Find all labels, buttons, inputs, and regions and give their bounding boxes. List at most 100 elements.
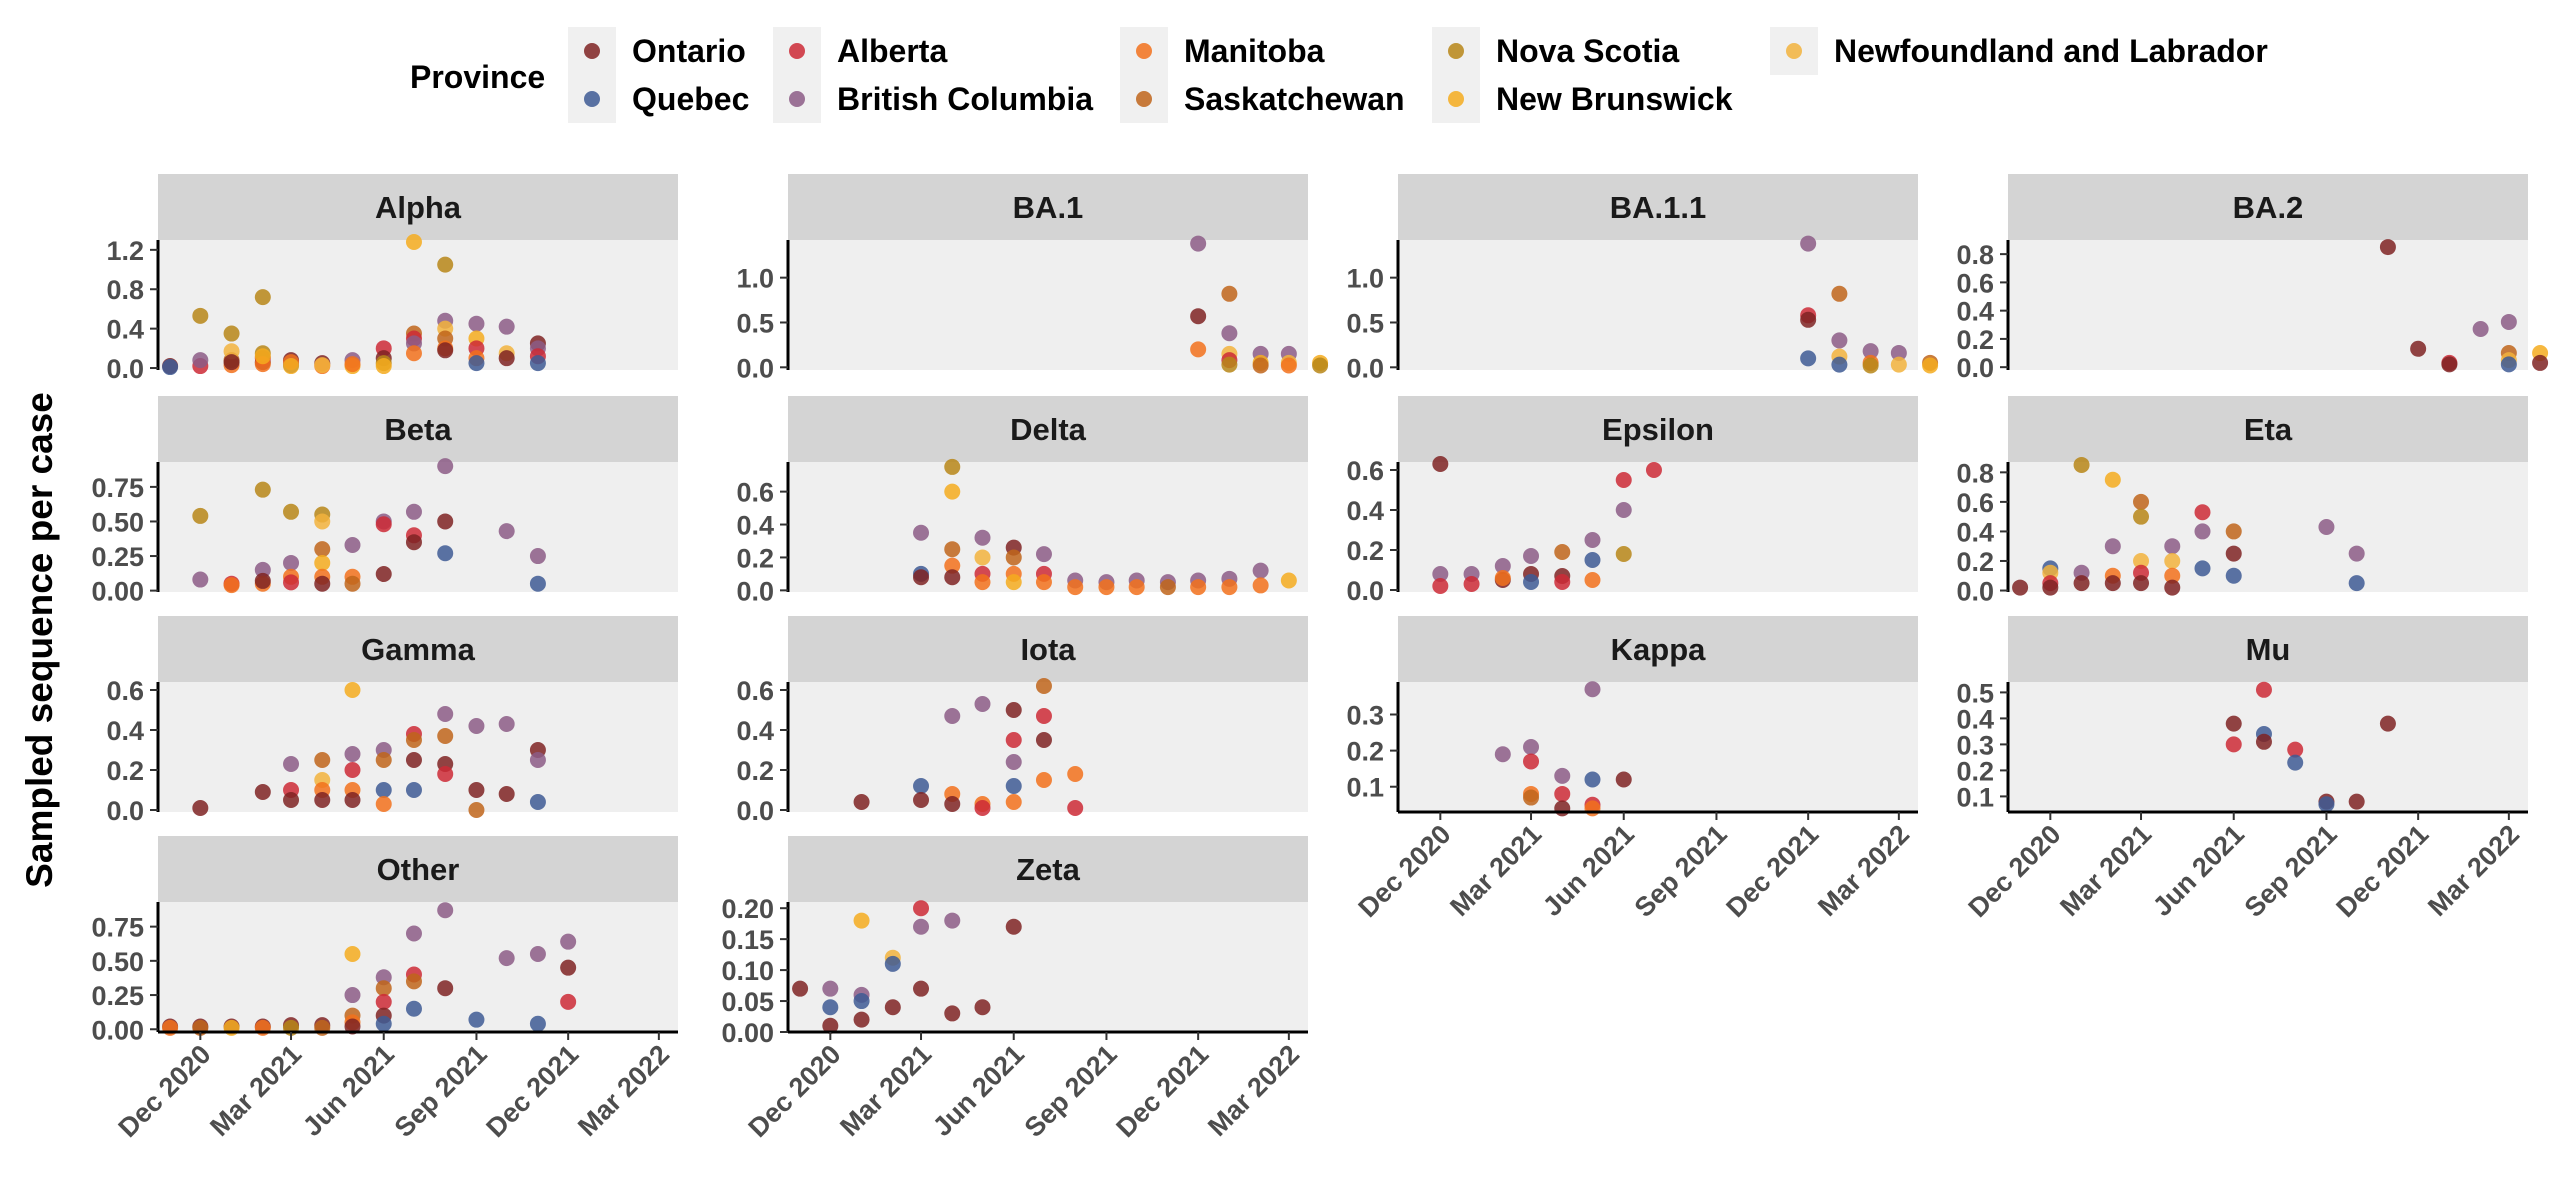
data-point <box>344 575 361 592</box>
data-point <box>1159 579 1176 596</box>
facet-strip <box>788 396 1308 462</box>
data-point <box>405 752 422 768</box>
facet-strip <box>158 174 678 240</box>
legend-item: New Brunswick <box>1432 75 1733 123</box>
data-point <box>529 355 546 372</box>
data-point <box>344 987 361 1004</box>
data-point <box>162 359 179 376</box>
legend-item: Newfoundland and Labrador <box>1770 27 2268 75</box>
facet-panel: Gamma 0.0 0.2 0.4 0.6 <box>106 616 678 826</box>
facet-strip <box>2008 396 2528 462</box>
data-point <box>853 993 870 1010</box>
data-point <box>1494 558 1511 574</box>
facet-title: Gamma <box>361 632 475 667</box>
data-point <box>529 575 546 592</box>
data-point <box>192 800 209 816</box>
legend-item: Alberta <box>773 27 947 75</box>
data-point <box>314 575 331 592</box>
data-point <box>2073 456 2090 473</box>
data-point <box>375 980 392 997</box>
panel-background <box>2008 240 2528 370</box>
facet-title: Iota <box>1020 632 1076 667</box>
legend-title: Province <box>410 59 545 95</box>
data-point <box>1035 708 1052 724</box>
facet-strip <box>158 396 678 462</box>
data-point <box>344 536 361 553</box>
x-tick-label: Sep 2021 <box>389 1039 493 1143</box>
data-point <box>1128 579 1145 596</box>
data-point <box>1005 918 1022 935</box>
data-point <box>1035 772 1052 788</box>
data-point <box>1615 472 1632 488</box>
data-point <box>913 980 930 997</box>
data-point <box>1831 285 1848 302</box>
data-point <box>405 782 422 798</box>
facet-title: Kappa <box>1611 632 1707 667</box>
data-point <box>1252 357 1269 374</box>
data-point <box>2104 575 2121 592</box>
facet-strip <box>1398 174 1918 240</box>
y-tick-label: 0.2 <box>106 756 144 786</box>
panel-background <box>788 902 1308 1032</box>
data-point <box>913 778 930 794</box>
data-point <box>2042 579 2059 596</box>
x-tick-label: Sep 2021 <box>1019 1039 1123 1143</box>
facet-strip <box>1398 616 1918 682</box>
data-point <box>468 802 485 818</box>
data-point <box>2225 736 2242 753</box>
data-point <box>283 503 300 520</box>
data-point <box>1554 767 1571 784</box>
data-point <box>853 794 870 810</box>
data-point <box>2073 575 2090 592</box>
data-point <box>1523 739 1540 755</box>
y-tick-label: 0.0 <box>736 796 774 826</box>
facet-strip <box>788 616 1308 682</box>
panel-background <box>788 240 1308 370</box>
data-point <box>405 973 422 990</box>
data-point <box>1523 574 1540 590</box>
y-tick-label: 0.0 <box>736 576 774 606</box>
data-point <box>1067 766 1084 782</box>
data-point <box>1035 546 1052 563</box>
data-point <box>254 572 271 589</box>
data-point <box>2164 567 2181 584</box>
data-point <box>1831 356 1848 373</box>
data-point <box>437 980 454 997</box>
data-point <box>2133 508 2150 525</box>
data-point <box>2379 715 2396 732</box>
data-point <box>853 1011 870 1028</box>
data-point <box>468 355 485 372</box>
data-point <box>884 955 901 972</box>
facet-strip <box>1398 396 1918 462</box>
y-tick-label: 0.2 <box>1956 756 1994 786</box>
legend-marker <box>1136 91 1152 107</box>
data-point <box>498 716 515 732</box>
facet-title: Beta <box>384 412 452 447</box>
data-point <box>1221 579 1238 596</box>
data-point <box>2225 567 2242 584</box>
data-point <box>405 503 422 520</box>
data-point <box>283 574 300 591</box>
data-point <box>314 357 331 374</box>
y-tick-label: 0.00 <box>91 577 144 607</box>
x-tick-label: Dec 2020 <box>113 1039 217 1143</box>
facet-panel: BA.1 0.0 0.5 1.0 <box>736 174 1329 383</box>
data-point <box>2225 523 2242 540</box>
y-tick-label: 0.8 <box>1956 458 1994 488</box>
y-tick-label: 0.5 <box>1956 678 1994 708</box>
data-point <box>1615 771 1632 788</box>
x-tick-label: Dec 2020 <box>1963 819 2067 923</box>
data-point <box>974 800 991 816</box>
data-point <box>529 548 546 565</box>
x-tick-label: Mar 2022 <box>572 1039 675 1142</box>
y-tick-label: 0.4 <box>1956 517 1994 547</box>
y-tick-label: 1.0 <box>736 264 774 294</box>
data-point <box>223 354 240 371</box>
data-point <box>223 325 240 342</box>
panel-background <box>1398 240 1918 370</box>
x-tick-label: Mar 2021 <box>1444 819 1547 922</box>
data-point <box>1584 771 1601 788</box>
data-point <box>283 792 300 808</box>
data-point <box>254 481 271 498</box>
